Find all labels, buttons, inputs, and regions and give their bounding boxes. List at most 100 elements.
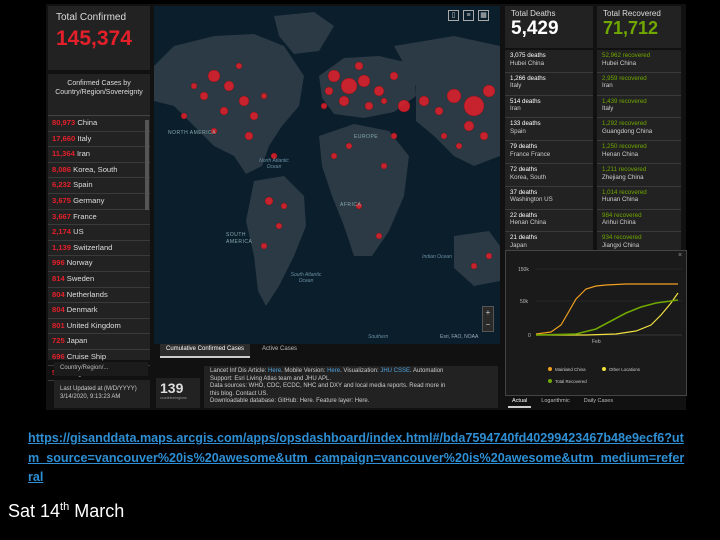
country-select-dropdown[interactable]: Country/Region/... — [54, 362, 148, 376]
case-marker[interactable] — [275, 222, 283, 230]
case-marker[interactable] — [482, 84, 496, 98]
tab-actual[interactable]: Actual — [508, 396, 532, 408]
confirmed-row[interactable]: 17,660 Italy — [48, 132, 150, 148]
case-marker[interactable] — [345, 142, 353, 150]
case-marker[interactable] — [355, 202, 363, 210]
case-marker[interactable] — [238, 95, 250, 107]
confirmed-row[interactable]: 804 Netherlands — [48, 288, 150, 304]
confirmed-cases-list[interactable]: Confirmed Cases by Country/Region/Sovere… — [48, 74, 150, 382]
zoom-in-button[interactable]: + — [485, 308, 491, 317]
case-marker[interactable] — [434, 106, 444, 116]
tab-logarithmic[interactable]: Logarithmic — [541, 398, 570, 404]
confirmed-row[interactable]: 814 Sweden — [48, 272, 150, 288]
case-marker[interactable] — [270, 152, 278, 160]
case-marker[interactable] — [446, 88, 462, 104]
deaths-row[interactable]: 22 deaths Henan China — [505, 210, 593, 233]
case-marker[interactable] — [463, 95, 485, 117]
case-marker[interactable] — [180, 112, 188, 120]
tab-cumulative-confirmed[interactable]: Cumulative Confirmed Cases — [160, 344, 251, 358]
case-marker[interactable] — [397, 99, 411, 113]
recovered-row[interactable]: 1,439 recovered Italy — [597, 96, 681, 119]
case-marker[interactable] — [199, 91, 209, 101]
case-marker[interactable] — [470, 262, 478, 270]
recovered-row[interactable]: 2,959 recovered Iran — [597, 73, 681, 96]
deaths-row[interactable]: 1,266 deaths Italy — [505, 73, 593, 96]
case-marker[interactable] — [373, 85, 385, 97]
case-marker[interactable] — [320, 102, 328, 110]
list-scrollbar[interactable] — [145, 120, 149, 210]
tab-daily-cases[interactable]: Daily Cases — [583, 398, 614, 404]
case-marker[interactable] — [207, 69, 221, 83]
confirmed-row[interactable]: 11,364 Iran — [48, 147, 150, 163]
deaths-list[interactable]: 3,075 deaths Hubei China 1,266 deaths Italy… — [505, 50, 593, 256]
zoom-out-button[interactable]: − — [485, 320, 491, 329]
confirmed-row[interactable]: 3,667 France — [48, 210, 150, 226]
case-marker[interactable] — [380, 97, 388, 105]
case-marker[interactable] — [440, 132, 448, 140]
case-marker[interactable] — [455, 142, 463, 150]
case-marker[interactable] — [244, 131, 254, 141]
deaths-row[interactable]: 37 deaths Washington US — [505, 187, 593, 210]
confirmed-row[interactable]: 80,973 China — [48, 116, 150, 132]
confirmed-row[interactable]: 8,086 Korea, South — [48, 163, 150, 179]
deaths-row[interactable]: 72 deaths Korea, South — [505, 164, 593, 187]
case-marker[interactable] — [235, 62, 243, 70]
case-marker[interactable] — [190, 82, 198, 90]
recovered-row[interactable]: 1,250 recovered Henan China — [597, 141, 681, 164]
case-marker[interactable] — [390, 132, 398, 140]
case-marker[interactable] — [375, 232, 383, 240]
case-marker[interactable] — [485, 252, 493, 260]
recovered-row[interactable]: 1,292 recovered Guangdong China — [597, 118, 681, 142]
deaths-row[interactable]: 3,075 deaths Hubei China — [505, 50, 593, 73]
case-marker[interactable] — [389, 71, 399, 81]
case-marker[interactable] — [223, 80, 235, 92]
case-marker[interactable] — [260, 242, 268, 250]
confirmed-row[interactable]: 6,232 Spain — [48, 178, 150, 194]
confirmed-row[interactable]: 3,675 Germany — [48, 194, 150, 210]
case-marker[interactable] — [357, 74, 371, 88]
close-icon[interactable]: × — [678, 252, 683, 259]
dashboard-url-link[interactable]: https://gisanddata.maps.arcgis.com/apps/… — [28, 431, 685, 484]
label-north-america: NORTH AMERICA — [168, 130, 217, 136]
deaths-row[interactable]: 514 deaths Iran — [505, 96, 593, 119]
confirmed-row[interactable]: 725 Japan — [48, 334, 150, 350]
grid-icon[interactable]: ▦ — [478, 10, 489, 21]
case-marker[interactable] — [338, 95, 350, 107]
bookmark-icon[interactable]: ▯ — [448, 10, 459, 21]
recovered-list[interactable]: 52,962 recovered Hubei China 2,959 recover… — [597, 50, 681, 256]
case-marker[interactable] — [463, 120, 475, 132]
mobile-link[interactable]: Here — [327, 368, 341, 374]
case-marker[interactable] — [210, 127, 218, 135]
deaths-row[interactable]: 79 deaths France France — [505, 141, 593, 164]
lancet-link[interactable]: Here — [268, 368, 282, 374]
jhu-csse-link[interactable]: JHU CSSE — [380, 368, 411, 374]
case-marker[interactable] — [249, 111, 259, 121]
case-marker[interactable] — [260, 92, 268, 100]
case-marker[interactable] — [324, 86, 334, 96]
case-marker[interactable] — [219, 106, 229, 116]
case-marker[interactable] — [479, 131, 489, 141]
case-marker[interactable] — [264, 196, 274, 206]
recovered-row[interactable]: 1,014 recovered Hunan China — [597, 187, 681, 210]
world-map[interactable]: NORTH AMERICA SOUTH AMERICA EUROPE AFRIC… — [154, 6, 500, 344]
case-marker[interactable] — [364, 101, 374, 111]
recovered-row[interactable]: 1,211 recovered Zhejiang China — [597, 164, 681, 187]
case-marker[interactable] — [330, 152, 338, 160]
confirmed-row[interactable]: 2,174 US — [48, 225, 150, 241]
confirmed-row[interactable]: 804 Denmark — [48, 303, 150, 319]
list-icon[interactable]: ≡ — [463, 10, 474, 21]
deaths-row[interactable]: 133 deaths Spain — [505, 118, 593, 142]
confirmed-row[interactable]: 996 Norway — [48, 256, 150, 272]
case-marker[interactable] — [327, 69, 341, 83]
case-marker[interactable] — [280, 202, 288, 210]
recovered-row[interactable]: 52,962 recovered Hubei China — [597, 50, 681, 73]
tab-active-cases[interactable]: Active Cases — [262, 346, 298, 352]
case-marker[interactable] — [380, 162, 388, 170]
case-marker[interactable] — [354, 61, 364, 71]
confirmed-row[interactable]: 801 United Kingdom — [48, 319, 150, 335]
total-recovered-panel: Total Recovered 71,712 — [597, 6, 681, 48]
recovered-row[interactable]: 984 recovered Anhui China — [597, 210, 681, 233]
case-marker[interactable] — [340, 77, 358, 95]
confirmed-row[interactable]: 1,139 Switzerland — [48, 241, 150, 257]
case-marker[interactable] — [418, 95, 430, 107]
